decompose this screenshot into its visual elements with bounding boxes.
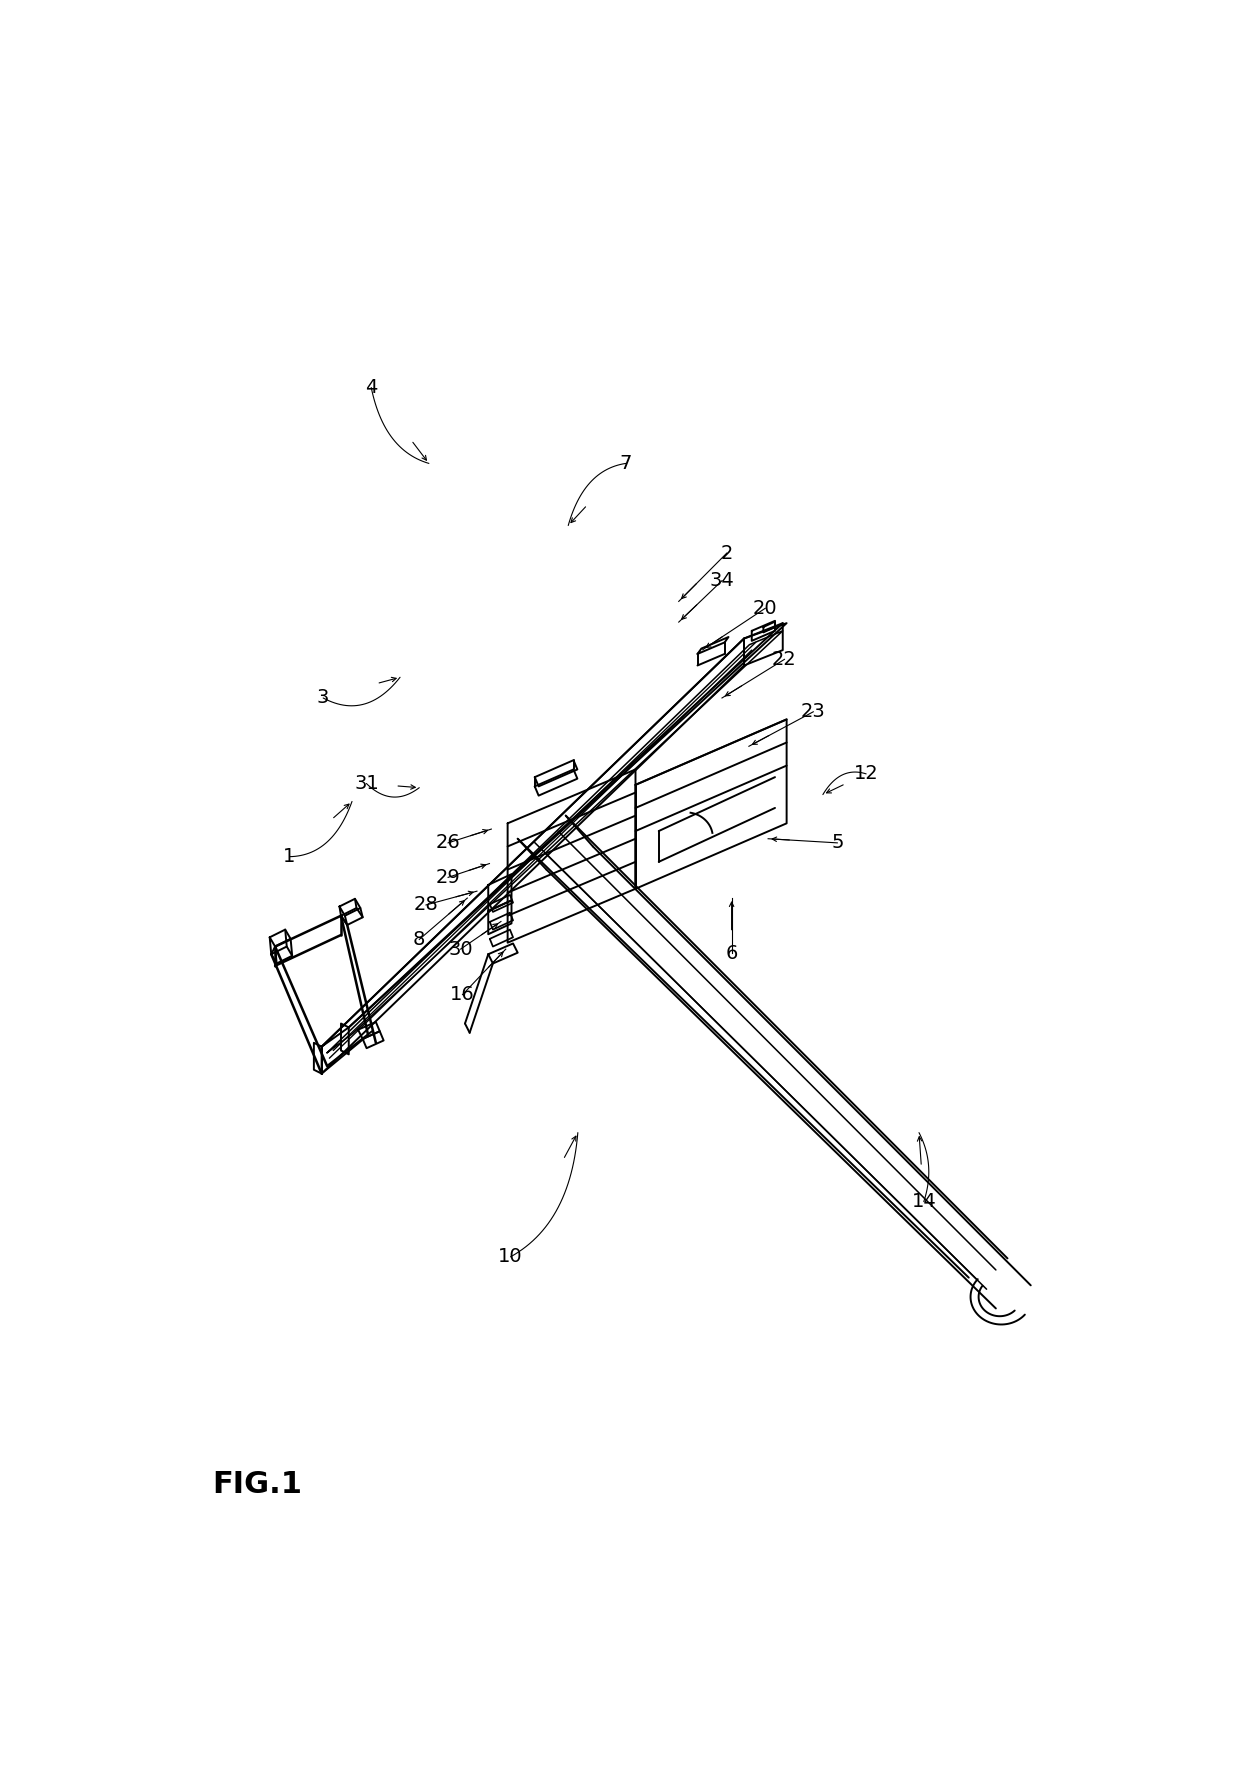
Text: 29: 29 xyxy=(435,867,460,887)
Text: 31: 31 xyxy=(355,774,378,794)
Text: 34: 34 xyxy=(709,572,734,590)
Text: 8: 8 xyxy=(413,930,425,950)
Text: 12: 12 xyxy=(854,765,878,783)
Text: 26: 26 xyxy=(435,833,460,853)
Text: 14: 14 xyxy=(911,1192,936,1211)
Text: 20: 20 xyxy=(753,599,777,618)
Text: 1: 1 xyxy=(284,848,295,866)
Text: 30: 30 xyxy=(449,939,472,959)
Text: FIG.1: FIG.1 xyxy=(213,1469,303,1498)
Text: 7: 7 xyxy=(620,453,632,473)
Text: 16: 16 xyxy=(450,986,475,1004)
Text: 23: 23 xyxy=(801,702,826,722)
Text: 2: 2 xyxy=(720,543,733,563)
Text: 3: 3 xyxy=(317,688,330,708)
Text: 4: 4 xyxy=(365,378,377,398)
Text: 22: 22 xyxy=(773,650,797,668)
Text: 10: 10 xyxy=(498,1247,523,1267)
Text: 6: 6 xyxy=(725,944,738,962)
Text: 5: 5 xyxy=(831,833,843,853)
Text: 28: 28 xyxy=(414,896,439,914)
